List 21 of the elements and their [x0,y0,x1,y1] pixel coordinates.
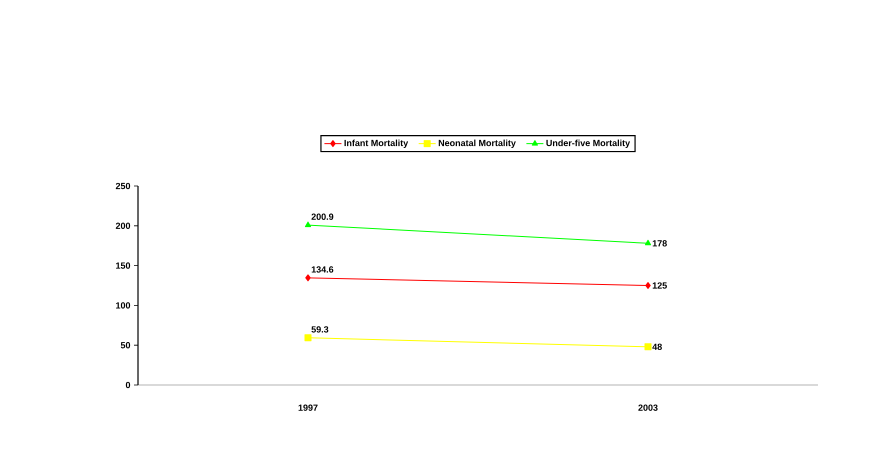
y-tick-label: 150 [116,262,130,269]
data-label: 134.6 [312,266,334,273]
legend-label: Infant Mortality [344,140,408,148]
y-tick-label: 100 [116,302,130,309]
y-tick-label: 50 [120,342,130,348]
data-label: 125 [652,282,667,289]
data-label: 178 [652,240,667,246]
x-tick-label: 1997 [298,404,318,411]
y-tick-label: 200 [116,222,130,229]
legend-label: Neonatal Mortality [438,140,516,148]
x-tick-label: 2003 [638,404,658,411]
point [305,274,311,282]
data-label: 48 [652,344,662,350]
point [644,343,652,350]
point [645,282,651,289]
y-tick-label: 0 [126,382,130,388]
y-tick-label: 250 [116,182,130,190]
data-label: 59.3 [311,326,328,333]
legend-label: Under-five Mortality [546,140,630,148]
data-label: 200.9 [312,214,334,220]
point [304,334,312,342]
